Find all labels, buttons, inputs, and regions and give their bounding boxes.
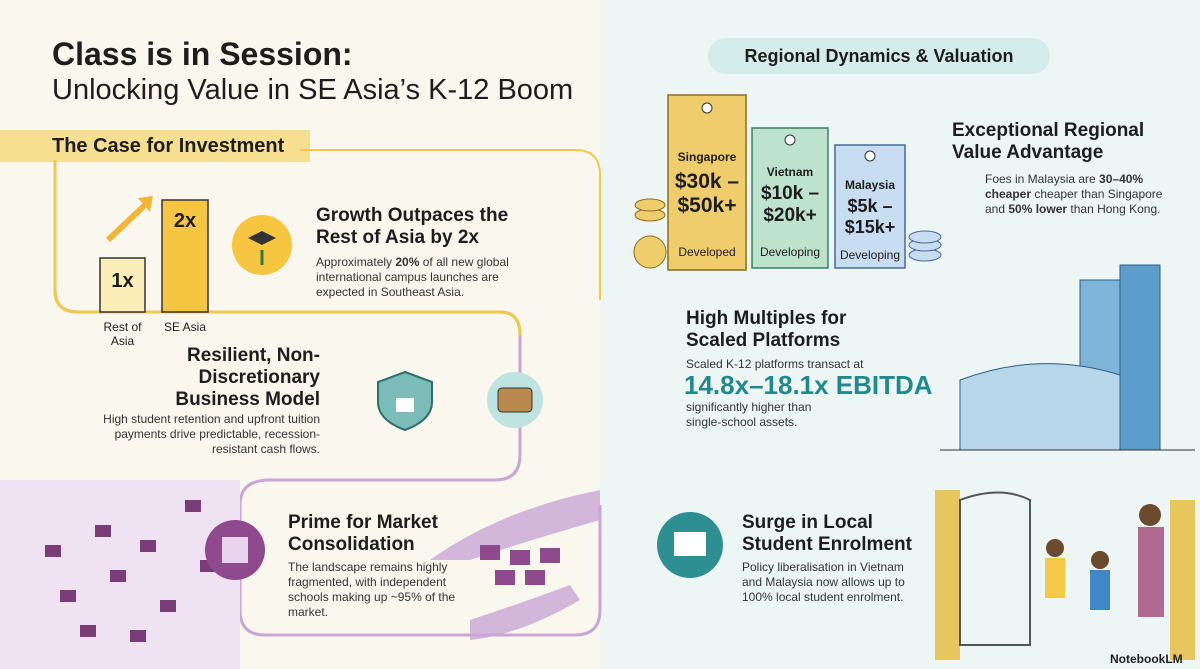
tag-status: Developing xyxy=(759,245,821,259)
text: than Hong Kong. xyxy=(1067,202,1161,216)
growth-body: Approximately 20% of all new global inte… xyxy=(316,255,546,300)
bar-category: SE Asia xyxy=(163,320,207,334)
text: Approximately xyxy=(316,255,396,269)
title: Class is in Session: xyxy=(52,36,353,72)
text: cheaper than Singapore and xyxy=(985,187,1163,216)
enrolment-body: Policy liberalisation in Vietnam and Mal… xyxy=(742,560,905,604)
section-heading: The Case for Investment xyxy=(52,135,285,157)
text: of all new global international campus l… xyxy=(316,255,509,299)
resilient-heading: Resilient, Non-Discretionary Business Mo… xyxy=(175,345,320,410)
tag-fee: $5k – $15k+ xyxy=(844,196,896,237)
multiples-heading: High Multiples for Scaled Platforms xyxy=(686,308,847,351)
tag-fee: $10k – $20k+ xyxy=(760,183,820,226)
tag-status: Developed xyxy=(678,245,736,259)
highlight: 30–40% cheaper xyxy=(985,172,1144,201)
section-heading: Regional Dynamics & Valuation xyxy=(744,46,1014,66)
multiples-intro: Scaled K-12 platforms transact at xyxy=(686,357,864,371)
resilient-body: High student retention and upfront tuiti… xyxy=(103,412,320,456)
tag-fee: $30k – $50k+ xyxy=(674,170,740,217)
multiples-outro: significantly higher than single-school … xyxy=(686,400,812,429)
tag-status: Developing xyxy=(839,248,901,262)
enrolment-heading: Surge in Local Student Enrolment xyxy=(742,512,912,555)
subtitle: Unlocking Value in SE Asia’s K-12 Boom xyxy=(52,74,574,106)
tag-country: Vietnam xyxy=(766,165,814,179)
tag-country: Singapore xyxy=(677,150,737,164)
brand: NotebookLM xyxy=(1110,652,1183,666)
bar-category: Rest of Asia xyxy=(103,320,142,348)
consolidation-heading: Prime for Market Consolidation xyxy=(288,512,438,555)
text: Foes in Malaysia are xyxy=(985,172,1100,186)
tag-country: Malaysia xyxy=(844,178,896,192)
growth-heading: Growth Outpaces the Rest of Asia by 2x xyxy=(316,205,509,248)
value-heading: Exceptional Regional Value Advantage xyxy=(952,120,1145,163)
bar-label: 2x xyxy=(173,210,197,232)
value-body: Foes in Malaysia are 30–40% cheaper chea… xyxy=(985,172,1175,217)
bar-label: 1x xyxy=(111,270,134,292)
multiples-figure: 14.8x–18.1x EBITDA xyxy=(684,370,933,400)
consolidation-body: The landscape remains highly fragmented,… xyxy=(288,560,456,619)
highlight: 50% lower xyxy=(1008,202,1068,216)
highlight: 20% xyxy=(395,255,420,269)
